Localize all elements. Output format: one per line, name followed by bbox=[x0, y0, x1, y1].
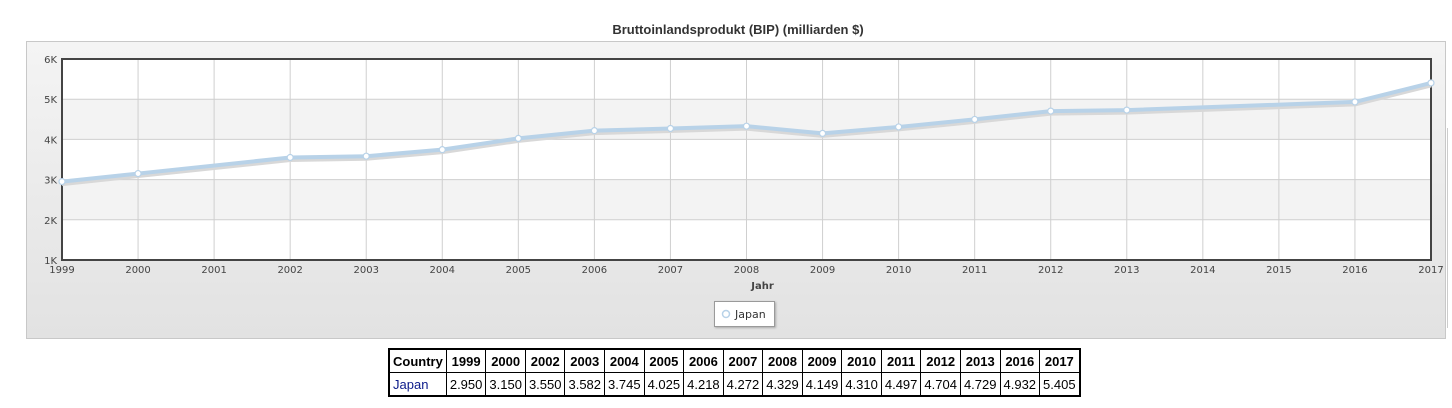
chart-title: Bruttoinlandsprodukt (BIP) (milliarden $… bbox=[612, 22, 864, 37]
table-header-cell: 2006 bbox=[683, 348, 724, 373]
value-cell: 4.497 bbox=[880, 372, 922, 397]
table-header-cell: 2008 bbox=[762, 348, 803, 373]
value-cell: 4.218 bbox=[683, 372, 724, 397]
table-header-row: Country 1999 2000 2002 2003 2004 2005 2006 2007 2… bbox=[388, 348, 1081, 373]
value-cell: 3.150 bbox=[485, 372, 526, 397]
table-header-cell: 2005 bbox=[643, 348, 685, 373]
data-point bbox=[590, 127, 598, 135]
value-cell: 4.149 bbox=[801, 372, 843, 397]
y-tick-label: 4K bbox=[44, 135, 57, 146]
x-tick-label: 2006 bbox=[582, 265, 607, 276]
x-tick-label: 2015 bbox=[1266, 265, 1291, 276]
x-tick-label: 2010 bbox=[886, 265, 911, 276]
line-chart: 1K 2K 3K 4K 5K 6K 1999 2000 2001 2002 2003 2004 2005… bbox=[44, 55, 1444, 292]
data-point bbox=[514, 134, 522, 142]
data-point bbox=[134, 169, 142, 178]
x-axis-label: Jahr bbox=[750, 281, 774, 292]
x-tick-label: 2013 bbox=[1114, 265, 1139, 276]
y-tick-label: 6K bbox=[44, 55, 57, 66]
table-header-cell: 2004 bbox=[604, 348, 645, 373]
data-point bbox=[362, 152, 370, 160]
legend[interactable]: Japan bbox=[714, 301, 775, 327]
value-cell: 3.550 bbox=[524, 372, 566, 397]
value-cell: 4.932 bbox=[999, 372, 1041, 397]
x-tick-label: 2012 bbox=[1038, 265, 1063, 276]
table-header-cell: 2012 bbox=[920, 348, 961, 373]
x-tick-label: 2011 bbox=[962, 265, 987, 276]
value-cell: 4.704 bbox=[920, 372, 961, 397]
value-cell: 4.729 bbox=[959, 372, 1001, 397]
table-header-cell: 1999 bbox=[445, 348, 487, 373]
table-header-cell: 2013 bbox=[959, 348, 1001, 373]
value-cell: 3.745 bbox=[604, 372, 645, 397]
value-cell: 3.582 bbox=[564, 372, 606, 397]
table-header-cell: 2007 bbox=[722, 348, 764, 373]
y-tick-label: 2K bbox=[44, 216, 57, 227]
data-point bbox=[818, 129, 827, 138]
x-tick-label: 2016 bbox=[1342, 265, 1367, 276]
table-header-cell: Country bbox=[388, 348, 447, 373]
data-point bbox=[895, 123, 903, 131]
x-tick-label: 2000 bbox=[125, 265, 150, 276]
x-tick-label: 1999 bbox=[49, 265, 74, 276]
plot-border bbox=[61, 58, 1432, 261]
x-tick-label: 2017 bbox=[1418, 265, 1443, 276]
data-point bbox=[1123, 106, 1131, 114]
data-table: Country 1999 2000 2002 2003 2004 2005 2006 2007 2… bbox=[388, 348, 1081, 397]
y-tick-label: 5K bbox=[44, 95, 57, 106]
value-cell: 4.272 bbox=[722, 372, 764, 397]
x-tick-label: 2008 bbox=[734, 265, 759, 276]
x-tick-label: 2014 bbox=[1190, 265, 1215, 276]
table-header-cell: 2011 bbox=[880, 348, 922, 373]
series-line bbox=[60, 80, 1433, 184]
table-row: Japan 2.950 3.150 3.550 3.582 3.745 4.025 4.218… bbox=[388, 372, 1081, 397]
x-tick-label: 2004 bbox=[430, 265, 455, 276]
data-point bbox=[1047, 107, 1055, 115]
table-header-cell: 2017 bbox=[1039, 348, 1081, 373]
x-tick-label: 2005 bbox=[506, 265, 531, 276]
data-point bbox=[666, 124, 675, 133]
x-tick-label: 2003 bbox=[353, 265, 378, 276]
data-point bbox=[1427, 79, 1435, 87]
data-point bbox=[1351, 98, 1359, 106]
legend-label: Japan bbox=[735, 307, 766, 321]
legend-marker-icon bbox=[721, 309, 731, 319]
data-point bbox=[286, 153, 294, 162]
y-tick-label: 1K bbox=[44, 256, 57, 267]
table-header-cell: 2000 bbox=[485, 348, 526, 373]
x-tick-label: 2007 bbox=[658, 265, 683, 276]
y-tick-label: 3K bbox=[44, 176, 57, 187]
value-cell: 4.329 bbox=[762, 372, 803, 397]
value-cell: 4.025 bbox=[643, 372, 685, 397]
data-point bbox=[438, 146, 446, 154]
x-tick-label: 2009 bbox=[810, 265, 835, 276]
data-point bbox=[971, 115, 979, 124]
country-cell: Japan bbox=[388, 372, 447, 397]
value-cell: 2.950 bbox=[445, 372, 487, 397]
table-header-cell: 2010 bbox=[841, 348, 882, 373]
x-tick-label: 2001 bbox=[201, 265, 226, 276]
value-cell: 5.405 bbox=[1039, 372, 1081, 397]
table-header-cell: 2002 bbox=[524, 348, 566, 373]
value-cell: 4.310 bbox=[841, 372, 882, 397]
data-point bbox=[742, 122, 751, 130]
scroll-edge bbox=[1447, 128, 1452, 328]
x-tick-label: 2002 bbox=[277, 265, 302, 276]
data-point bbox=[58, 178, 66, 186]
table-header-cell: 2016 bbox=[999, 348, 1041, 373]
table-header-cell: 2003 bbox=[564, 348, 606, 373]
table-header-cell: 2009 bbox=[801, 348, 843, 373]
